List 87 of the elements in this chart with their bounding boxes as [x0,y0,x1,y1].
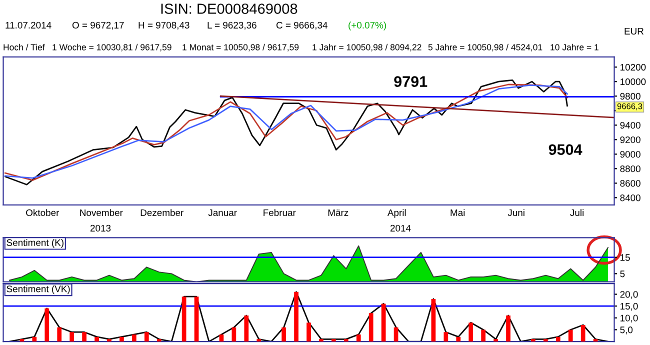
x-tick-label: Februar [264,209,296,216]
x-tick-label: Oktober [26,209,60,216]
y-tick-label: 10200 [620,64,646,71]
bar [568,330,573,342]
text: L = 9623,36 [208,22,256,30]
bar [444,332,448,342]
bar [244,316,249,342]
y-tick-label: 9200 [620,136,640,144]
text: O = 9672,17 [72,22,124,30]
bar [556,336,560,342]
bar [282,327,286,342]
bar [232,327,236,342]
bar [543,339,548,342]
bar [481,330,486,342]
text: 10 Jahre = 1 [550,44,598,50]
y-tick-label: 9800 [620,92,640,100]
bar [332,339,336,342]
bar [494,339,498,342]
text: (+0.07%) [348,22,386,30]
y-tick-label: 9000 [620,150,640,158]
bar [32,336,37,342]
x-tick-label: November [80,209,123,216]
y-tick-label: 8800 [620,165,640,172]
bar [456,336,461,342]
text: 5 Jahre = 10050,98 / 4524,01 [428,44,542,52]
y-tick-label: 9400 [620,122,640,129]
bar [120,336,124,342]
bar [506,316,510,342]
x-tick-label: Juli [570,209,584,216]
text: 1 Jahr = 10050,98 / 8094,22 [312,44,422,52]
bar [394,327,398,342]
bar [44,308,50,342]
y-tick-label: 10000 [620,78,646,86]
bar [219,334,224,342]
y-tick-label: 8400 [620,194,640,202]
annotation: 9504 [548,144,582,156]
y-tick-label: 20,0 [620,291,638,299]
x-tick-label: April [387,209,406,218]
bar [57,327,62,342]
bar [531,339,536,342]
chart-title: Sentiment (K) [6,239,64,248]
y-tick-label: 10,0 [620,314,638,323]
text: 2013 [90,224,111,232]
bar [381,304,386,342]
y-tick-label: 15 [620,254,630,261]
bar [194,296,199,342]
y-tick-label: 5 [620,270,625,278]
bar [593,339,598,342]
bar [431,298,436,342]
text: 11.07.2014 [6,22,52,29]
bar [94,336,99,342]
bar [20,339,24,342]
text: 9666,3 [617,103,642,110]
bar [70,332,74,342]
x-tick-label: Juni [508,209,524,216]
bar [368,313,374,342]
bar [319,339,324,342]
text: Hoch / Tief [4,44,45,50]
bar [344,339,348,342]
bar [82,332,86,342]
text: EUR [624,28,644,35]
bar [107,339,112,342]
y-tick-label: 8600 [620,180,640,187]
bar [294,292,298,342]
text: 1 Woche = 10030,81 / 9617,59 [52,44,172,52]
y-tick-label: 15,0 [620,302,638,311]
bar [144,332,149,342]
x-tick-label: Dezember [140,209,184,216]
text: 1 Monat = 10050,98 / 9617,59 [182,44,299,52]
bar [156,339,162,342]
x-tick-label: Januar [208,209,237,216]
annotation: 9791 [394,76,428,87]
y-tick-label: 5,0 [620,326,633,334]
bar [580,324,586,342]
x-tick-label: März [328,209,348,216]
x-tick-label: Mai [450,209,465,216]
bar [356,334,361,342]
bar [182,296,186,342]
bar [132,334,136,342]
chart-title: Sentiment (VK) [6,285,70,294]
text: 2014 [390,224,411,232]
text: C = 9666,34 [276,22,328,30]
bar [306,322,311,342]
text: ISIN: DE0008469008 [161,4,298,14]
bar [256,339,262,342]
bar [468,322,474,342]
text: H = 9708,43 [138,22,190,30]
